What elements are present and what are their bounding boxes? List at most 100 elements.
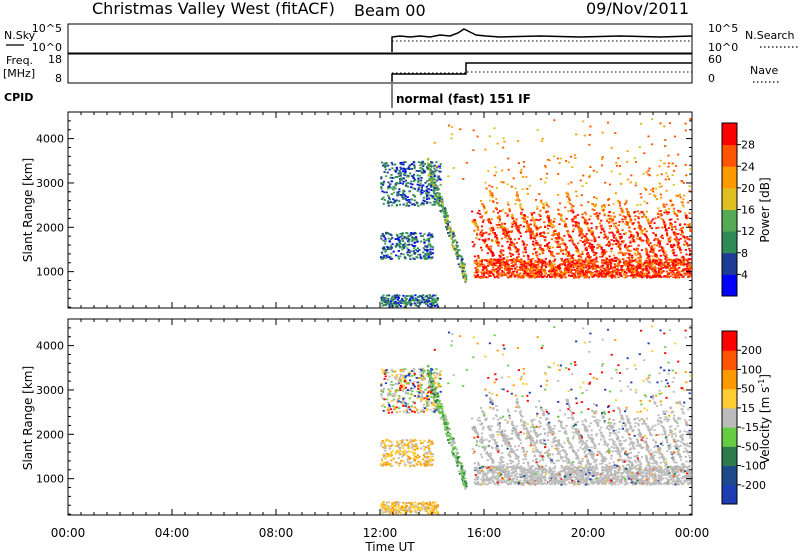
- scatter-cell: [395, 204, 398, 207]
- scatter-cell: [428, 404, 431, 407]
- y-tick-label: 3000: [36, 177, 64, 190]
- scatter-cell: [660, 264, 663, 267]
- scatter-cell: [574, 225, 577, 228]
- scatter-cell: [391, 450, 394, 453]
- scatter-cell: [599, 225, 602, 228]
- scatter-cell: [560, 272, 563, 275]
- scatter-cell: [438, 176, 441, 179]
- scatter-cell: [423, 256, 426, 258]
- scatter-cell: [390, 400, 393, 402]
- scatter-cell: [570, 238, 574, 241]
- scatter-cell: [655, 273, 658, 276]
- scatter-cell: [405, 391, 408, 394]
- scatter-cell: [477, 275, 480, 278]
- scatter-cell: [392, 395, 395, 398]
- scatter-cell: [446, 226, 449, 229]
- scatter-cell: [678, 266, 681, 269]
- scatter-cell: [391, 370, 394, 373]
- scatter-cell: [410, 387, 413, 390]
- scatter-cell: [684, 164, 687, 166]
- scatter-cell: [522, 244, 525, 246]
- scatter-cell: [539, 271, 543, 274]
- scatter-cell: [539, 261, 543, 264]
- scatter-cell: [454, 239, 457, 242]
- scatter-cell: [523, 271, 526, 274]
- scatter-cell: [454, 240, 457, 243]
- scatter-cell: [515, 250, 519, 253]
- scatter-cell: [657, 207, 660, 210]
- scatter-cell: [623, 233, 626, 235]
- scatter-cell: [436, 188, 439, 191]
- scatter-cell: [383, 199, 386, 201]
- scatter-cell: [388, 405, 391, 408]
- scatter-cell: [412, 160, 415, 163]
- scatter-cell: [672, 183, 675, 186]
- scatter-cell: [422, 406, 425, 409]
- scatter-cell: [520, 269, 523, 271]
- scatter-cell: [386, 409, 389, 412]
- scatter-cell: [476, 135, 479, 138]
- scatter-cell: [384, 296, 387, 299]
- scatter-cell: [388, 198, 391, 201]
- scatter-cell: [670, 218, 673, 221]
- scatter-cell: [633, 252, 636, 255]
- scatter-cell: [645, 248, 648, 251]
- scatter-cell: [514, 225, 517, 227]
- scatter-cell: [655, 198, 659, 200]
- scatter-cell: [397, 464, 401, 467]
- scatter-cell: [406, 295, 409, 297]
- scatter-cell: [408, 251, 411, 254]
- scatter-cell: [513, 275, 517, 278]
- scatter-cell: [398, 294, 401, 297]
- scatter-cell: [647, 263, 650, 266]
- scatter-cell: [398, 171, 401, 174]
- scatter-cell: [601, 262, 604, 265]
- scatter-cell: [532, 262, 536, 265]
- scatter-cell: [629, 181, 632, 184]
- scatter-cell: [606, 273, 609, 275]
- scatter-cell: [438, 377, 441, 380]
- scatter-cell: [422, 410, 425, 413]
- scatter-cell: [417, 299, 420, 302]
- scatter-cell: [511, 270, 515, 273]
- scatter-cell: [591, 248, 594, 250]
- scatter-cell: [671, 270, 674, 272]
- scatter-cell: [676, 275, 679, 278]
- scatter-cell: [425, 302, 428, 305]
- scatter-cell: [620, 183, 623, 185]
- scatter-cell: [662, 205, 665, 208]
- scatter-cell: [548, 159, 551, 162]
- scatter-cell: [571, 209, 574, 212]
- scatter-cell: [610, 261, 613, 263]
- scatter-cell: [394, 184, 397, 187]
- scatter-cell: [531, 272, 534, 274]
- scatter-cell: [408, 250, 411, 252]
- scatter-cell: [613, 274, 617, 277]
- scatter-cell: [562, 249, 565, 252]
- scatter-cell: [667, 178, 671, 181]
- scatter-cell: [661, 247, 664, 250]
- scatter-cell: [679, 272, 682, 275]
- scatter-cell: [562, 275, 565, 278]
- scatter-cell: [439, 183, 442, 186]
- scatter-cell: [395, 181, 398, 184]
- scatter-cell: [533, 235, 536, 237]
- scatter-cell: [473, 255, 476, 258]
- scatter-cell: [473, 271, 476, 274]
- scatter-cell: [424, 295, 427, 298]
- scatter-cell: [431, 453, 434, 455]
- scatter-cell: [537, 266, 541, 268]
- scatter-cell: [404, 402, 407, 405]
- scatter-cell: [475, 237, 478, 239]
- scatter-cell: [438, 165, 441, 168]
- scatter-cell: [657, 226, 660, 229]
- scatter-cell: [644, 267, 647, 269]
- scatter-cell: [431, 197, 434, 199]
- scatter-cell: [653, 276, 656, 278]
- scatter-cell: [598, 274, 601, 277]
- scatter-cell: [438, 205, 441, 207]
- scatter-cell: [584, 248, 587, 251]
- cpid-label: CPID: [4, 91, 33, 104]
- scatter-cell: [414, 455, 417, 458]
- scatter-cell: [664, 223, 667, 226]
